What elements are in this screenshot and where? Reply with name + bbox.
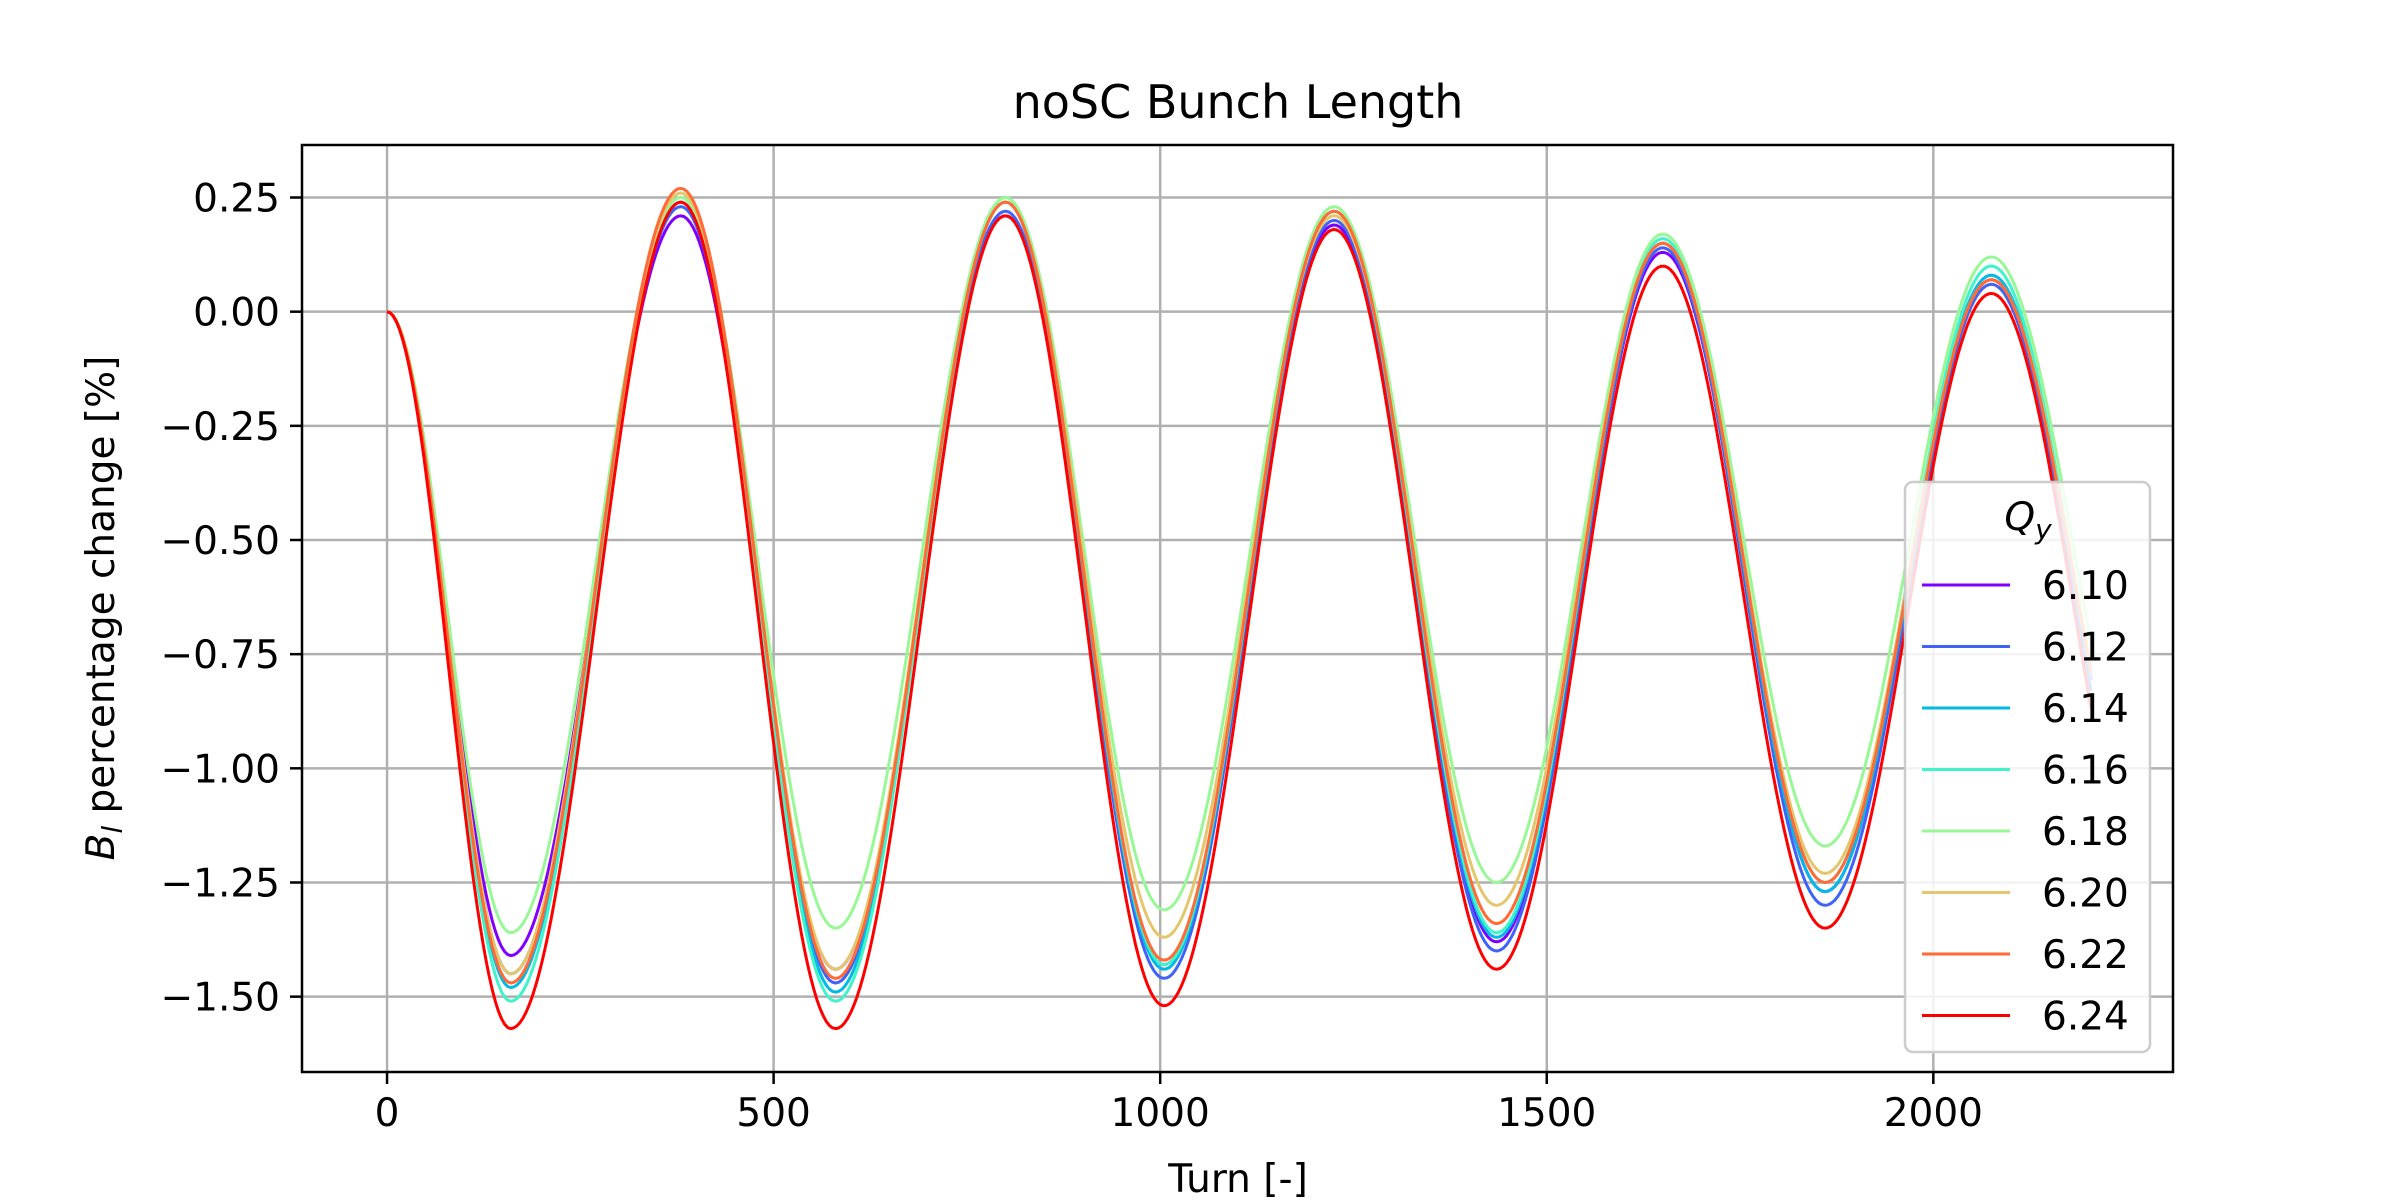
series-line-6.20 xyxy=(386,191,2093,976)
legend-label-6.16: 6.16 xyxy=(2042,749,2129,794)
legend-label-6.18: 6.18 xyxy=(2042,810,2129,855)
y-tick-label: −0.25 xyxy=(160,405,280,450)
legend-label-6.24: 6.24 xyxy=(2042,995,2129,1040)
legend-title: Qy xyxy=(2004,495,2052,546)
x-tick-label: 1500 xyxy=(1497,1091,1596,1136)
legend-label-6.20: 6.20 xyxy=(2042,872,2129,917)
legend-box xyxy=(1903,480,2152,1054)
axis-ticks: 0 500 1000 1500 2000 0.25 0.00 −0.25 −0.50 −0.75 −… xyxy=(160,177,1982,1136)
y-tick-label: −1.50 xyxy=(160,976,280,1021)
legend-label-6.12: 6.12 xyxy=(2042,626,2129,671)
y-tick-label: −1.25 xyxy=(160,861,280,906)
legend-label-6.10: 6.10 xyxy=(2042,564,2129,609)
y-axis-label-subscript: l xyxy=(96,826,129,834)
x-tick-label: 0 xyxy=(375,1091,400,1136)
y-axis-label-symbol: B xyxy=(79,834,124,861)
series-lines xyxy=(386,186,2093,1031)
x-tick-label: 1000 xyxy=(1111,1091,1210,1136)
legend-label-6.22: 6.22 xyxy=(2042,933,2129,978)
legend-title-symbol: Q xyxy=(2004,495,2035,540)
legend-title-subscript: y xyxy=(2034,513,2052,546)
series-line-6.24 xyxy=(386,200,2093,1031)
series-line-6.22 xyxy=(386,186,2093,985)
x-tick-label: 500 xyxy=(736,1091,810,1136)
y-tick-label: −0.75 xyxy=(160,633,280,678)
series-line-6.18 xyxy=(386,196,2093,935)
x-axis-label: Turn [-] xyxy=(1167,1157,1308,1200)
y-tick-label: 0.25 xyxy=(193,177,280,222)
y-tick-label: −1.00 xyxy=(160,747,280,792)
legend: Qy 6.10 6.12 6.14 6.16 6.18 6.20 6.22 6.24 xyxy=(1903,480,2152,1054)
y-axis-label: Bl percentage change [%] xyxy=(79,356,129,861)
legend-label-6.14: 6.14 xyxy=(2042,687,2129,732)
y-axis-label-rest: percentage change [%] xyxy=(79,356,124,826)
y-tick-label: −0.50 xyxy=(160,519,280,564)
x-tick-label: 2000 xyxy=(1884,1091,1983,1136)
chart-title: noSC Bunch Length xyxy=(1013,75,1464,129)
legend-items: 6.10 6.12 6.14 6.16 6.18 6.20 6.22 6.24 xyxy=(1922,564,2129,1040)
y-tick-label: 0.00 xyxy=(193,291,280,336)
plot-frame xyxy=(300,143,2175,1074)
